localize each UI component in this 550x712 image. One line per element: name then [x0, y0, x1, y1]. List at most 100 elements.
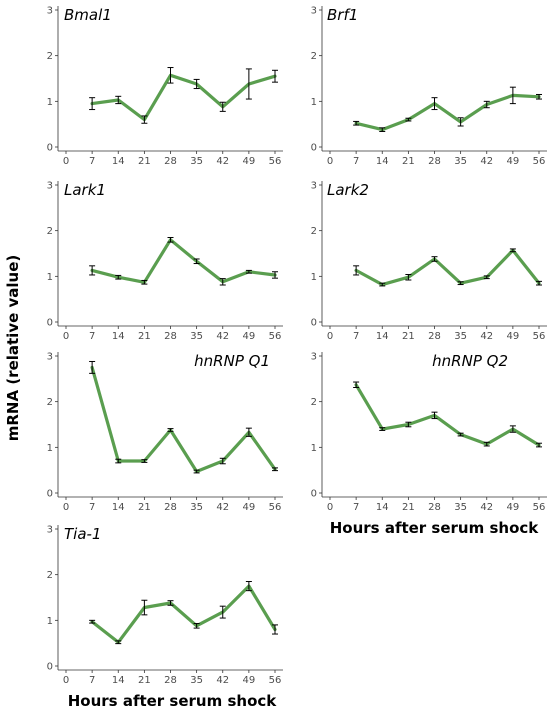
series-line: [90, 584, 277, 644]
x-tick-label: 14: [112, 675, 125, 686]
x-tick-label: 35: [190, 675, 203, 686]
x-tick-label: 7: [89, 331, 95, 342]
error-bar: [245, 581, 252, 592]
y-tick-label: 3: [311, 6, 317, 17]
panel-4: 0 1 2 3 0 7 14 21 28 35 42 49 56 Lark2: [311, 181, 547, 342]
error-bar: [536, 280, 542, 286]
error-bar: [115, 274, 122, 280]
error-bar: [405, 274, 412, 281]
y-tick-label: 2: [47, 226, 53, 237]
y-tick-label: 3: [47, 181, 53, 192]
x-tick-label: 0: [327, 502, 333, 513]
x-tick-label: 0: [63, 675, 69, 686]
x-tick-label: 21: [402, 156, 415, 167]
y-tick-label: 2: [311, 51, 317, 62]
error-bar: [193, 469, 200, 474]
x-tick-label: 49: [507, 331, 520, 342]
x-tick-label: 56: [533, 156, 546, 167]
x-tick-label: 28: [164, 331, 177, 342]
y-tick-label: 0: [311, 318, 317, 329]
x-tick-label: 35: [454, 156, 467, 167]
x-tick-label: 56: [269, 675, 282, 686]
error-bar: [483, 441, 490, 447]
y-axis-label: mRNA (relative value): [4, 255, 22, 442]
error-bar: [509, 86, 516, 105]
x-tick-label: 35: [454, 502, 467, 513]
error-bar: [272, 467, 278, 472]
error-bar: [245, 68, 252, 100]
x-tick-label: 49: [243, 156, 256, 167]
y-tick-label: 0: [47, 489, 53, 500]
y-tick-label: 1: [47, 443, 53, 454]
x-tick-label: 35: [190, 502, 203, 513]
x-tick-label: 42: [216, 331, 229, 342]
panel-1: 0 1 2 3 0 7 14 21 28 35 42 49 56 Bmal1: [47, 6, 283, 167]
x-tick-label: 56: [533, 502, 546, 513]
x-tick-label: 42: [216, 502, 229, 513]
panel-3: 0 1 2 3 0 7 14 21 28 35 42 49 56 Lark1: [47, 181, 283, 342]
panel-5: 0 1 2 3 0 7 14 21 28 35 42 49 56 hnRNP Q1: [47, 352, 283, 513]
x-tick-label: 42: [480, 331, 493, 342]
error-bar: [89, 265, 96, 276]
x-tick-label: 35: [190, 331, 203, 342]
y-tick-label: 1: [47, 97, 53, 108]
x-tick-label: 0: [327, 331, 333, 342]
series-line: [90, 238, 277, 284]
panel-2: 0 1 2 3 0 7 14 21 28 35 42 49 56 Brf1: [311, 6, 547, 167]
x-tick-label: 42: [480, 156, 493, 167]
x-tick-label: 0: [63, 156, 69, 167]
y-tick-label: 2: [47, 397, 53, 408]
error-bar: [245, 269, 252, 274]
error-bar: [431, 411, 438, 420]
x-tick-label: 21: [138, 331, 151, 342]
x-axis-label-bottom: Hours after serum shock: [68, 692, 278, 710]
series-line: [354, 248, 541, 287]
y-tick-label: 3: [47, 6, 53, 17]
y-tick-label: 1: [311, 272, 317, 283]
x-tick-label: 14: [112, 331, 125, 342]
x-tick-label: 56: [269, 331, 282, 342]
error-bar: [193, 78, 200, 90]
x-tick-label: 56: [269, 502, 282, 513]
series-line: [354, 93, 541, 132]
error-bar: [219, 605, 226, 619]
error-bar: [536, 442, 542, 448]
x-tick-label: 49: [243, 502, 256, 513]
error-bar: [141, 279, 148, 285]
series-line: [354, 383, 541, 447]
y-tick-label: 1: [47, 272, 53, 283]
error-bar: [272, 69, 278, 83]
error-bar: [141, 459, 148, 463]
x-axis-label-right: Hours after serum shock: [330, 519, 540, 537]
x-tick-label: 35: [190, 156, 203, 167]
y-tick-label: 1: [311, 443, 317, 454]
y-tick-label: 0: [47, 143, 53, 154]
x-tick-label: 28: [428, 331, 441, 342]
panel-title: Brf1: [327, 6, 358, 24]
error-bar: [89, 619, 96, 624]
error-bar: [483, 100, 490, 109]
y-tick-label: 2: [47, 51, 53, 62]
error-bar: [272, 624, 278, 635]
error-bar: [431, 97, 438, 111]
x-tick-label: 35: [454, 331, 467, 342]
error-bar: [509, 248, 516, 253]
y-tick-label: 2: [311, 226, 317, 237]
error-bar: [167, 428, 174, 432]
x-tick-label: 14: [112, 502, 125, 513]
error-bar: [193, 258, 200, 265]
y-tick-label: 1: [311, 97, 317, 108]
x-tick-label: 21: [138, 502, 151, 513]
panel-title: hnRNP Q1: [194, 352, 270, 370]
x-tick-label: 7: [89, 502, 95, 513]
x-tick-label: 21: [402, 502, 415, 513]
x-tick-label: 56: [533, 331, 546, 342]
x-tick-label: 21: [402, 331, 415, 342]
y-tick-label: 1: [47, 616, 53, 627]
error-bar: [457, 432, 464, 437]
error-bar: [219, 101, 226, 112]
error-bar: [353, 381, 360, 389]
error-bar: [536, 93, 542, 100]
x-tick-label: 49: [507, 156, 520, 167]
error-bar: [193, 623, 200, 629]
